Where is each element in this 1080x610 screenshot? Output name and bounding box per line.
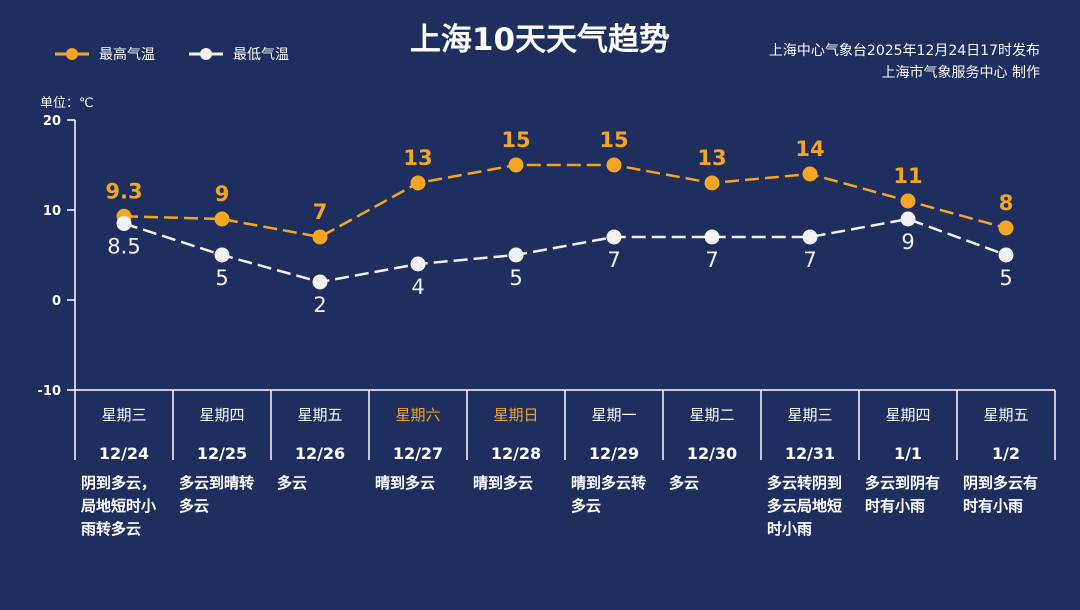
date-label: 12/30 xyxy=(686,444,738,463)
y-tick-label: 10 xyxy=(43,204,61,219)
high-temp-label: 9.3 xyxy=(105,179,142,203)
low-temp-point xyxy=(900,211,916,227)
low-temp-label: 2 xyxy=(313,293,326,317)
weekday-label: 星期三 xyxy=(787,406,833,424)
low-temp-label: 5 xyxy=(509,266,522,290)
high-temp-point xyxy=(410,175,426,191)
legend-low-marker xyxy=(189,48,223,60)
day-column: 星期四 1/1 多云到阴有时有小雨 xyxy=(859,390,957,541)
y-tick-label: 20 xyxy=(43,114,61,129)
high-temp-point xyxy=(900,193,916,209)
weekday-label: 星期日 xyxy=(493,406,539,424)
weekday-label: 星期五 xyxy=(983,406,1029,424)
legend-item-low: 最低气温 xyxy=(189,44,289,64)
weather-desc: 晴到多云 xyxy=(375,474,436,492)
low-temp-point xyxy=(704,229,720,245)
legend-high-label: 最高气温 xyxy=(99,47,155,63)
weather-desc: 阴到多云有时有小雨 xyxy=(963,474,1039,515)
weather-desc: 多云 xyxy=(669,474,700,492)
high-temp-label: 15 xyxy=(599,128,628,152)
high-temp-point xyxy=(508,157,524,173)
y-tick-label: -10 xyxy=(38,384,62,399)
date-label: 12/28 xyxy=(490,444,542,463)
weather-desc: 多云 xyxy=(277,474,308,492)
high-temp-line xyxy=(123,163,1007,239)
low-temp-label: 9 xyxy=(901,230,914,254)
unit-label: 单位：℃ xyxy=(40,96,94,111)
high-temp-point xyxy=(606,157,622,173)
high-temp-point xyxy=(704,175,720,191)
low-temp-point xyxy=(606,229,622,245)
low-temp-point xyxy=(410,256,426,272)
date-label: 1/1 xyxy=(893,444,923,463)
issuer-line-1: 上海中心气象台2025年12月24日17时发布 xyxy=(768,43,1040,59)
date-label: 1/2 xyxy=(991,444,1021,463)
page-title: 上海10天天气趋势 xyxy=(409,22,671,58)
weather-desc: 晴到多云 xyxy=(473,474,534,492)
low-temp-point xyxy=(116,216,132,231)
weather-desc: 晴到多云转多云 xyxy=(571,474,647,515)
date-label: 12/24 xyxy=(98,444,150,463)
weekday-label: 星期一 xyxy=(591,406,637,424)
weekday-label: 星期二 xyxy=(689,406,735,424)
weekday-label: 星期六 xyxy=(395,406,441,424)
low-temp-point xyxy=(312,274,328,290)
weather-desc: 多云到阴有时有小雨 xyxy=(865,474,941,515)
high-temp-point xyxy=(214,211,230,227)
weekday-label: 星期四 xyxy=(199,406,245,424)
legend-item-high: 最高气温 xyxy=(55,44,155,64)
weather-desc: 多云转阴到多云局地短时小雨 xyxy=(767,474,843,538)
weather-desc: 阴到多云，局地短时小雨转多云 xyxy=(81,474,157,538)
day-column: 星期五 12/26 多云 xyxy=(271,390,369,541)
legend-high-marker xyxy=(55,48,89,60)
high-temp-label: 15 xyxy=(501,128,530,152)
high-temp-label: 7 xyxy=(313,200,328,224)
high-temp-label: 14 xyxy=(795,137,824,161)
low-temp-line xyxy=(123,217,1007,284)
day-column: 星期日 12/28 晴到多云 xyxy=(467,390,565,541)
chart-legend: 最高气温 最低气温 xyxy=(55,44,323,64)
high-temp-label: 13 xyxy=(403,146,432,170)
high-temp-label: 8 xyxy=(999,191,1014,215)
low-temp-label: 5 xyxy=(999,266,1012,290)
date-label: 12/29 xyxy=(588,444,640,463)
high-temp-label: 9 xyxy=(215,182,230,206)
day-column: 星期三 12/24 阴到多云，局地短时小雨转多云 xyxy=(75,390,173,541)
low-temp-point xyxy=(998,247,1014,263)
high-temp-label: 11 xyxy=(893,164,922,188)
date-label: 12/25 xyxy=(196,444,248,463)
low-temp-label: 7 xyxy=(803,248,816,272)
issuer-line-2: 上海市气象服务中心 制作 xyxy=(881,65,1040,81)
weekday-label: 星期五 xyxy=(297,406,343,424)
legend-low-label: 最低气温 xyxy=(233,47,289,63)
high-temp-point xyxy=(802,166,818,182)
low-temp-point xyxy=(508,247,524,263)
day-column: 星期三 12/31 多云转阴到多云局地短时小雨 xyxy=(761,390,859,541)
low-temp-label: 5 xyxy=(215,266,228,290)
low-temp-label: 7 xyxy=(705,248,718,272)
forecast-table: 星期三 12/24 阴到多云，局地短时小雨转多云 星期四 12/25 多云到晴转多云 星期五… xyxy=(75,390,1055,541)
low-temp-point xyxy=(802,229,818,245)
date-label: 12/26 xyxy=(294,444,346,463)
high-temp-point xyxy=(312,229,328,245)
y-tick-label: 0 xyxy=(52,294,61,309)
weekday-label: 星期四 xyxy=(885,406,931,424)
day-column: 星期六 12/27 晴到多云 xyxy=(369,390,467,541)
high-temp-label: 13 xyxy=(697,146,726,170)
date-label: 12/31 xyxy=(784,444,836,463)
issuer-info: 上海中心气象台2025年12月24日17时发布 上海市气象服务中心 制作 xyxy=(769,40,1040,84)
date-label: 12/27 xyxy=(392,444,444,463)
low-temp-point xyxy=(214,247,230,263)
day-column: 星期二 12/30 多云 xyxy=(663,390,761,541)
day-column: 星期一 12/29 晴到多云转多云 xyxy=(565,390,663,541)
day-column: 星期五 1/2 阴到多云有时有小雨 xyxy=(957,390,1055,541)
low-temp-label: 8.5 xyxy=(107,235,140,259)
low-temp-label: 4 xyxy=(411,275,424,299)
weather-desc: 多云到晴转多云 xyxy=(179,474,255,515)
low-temp-label: 7 xyxy=(607,248,620,272)
high-temp-point xyxy=(998,220,1014,236)
day-column: 星期四 12/25 多云到晴转多云 xyxy=(173,390,271,541)
weekday-label: 星期三 xyxy=(101,406,147,424)
